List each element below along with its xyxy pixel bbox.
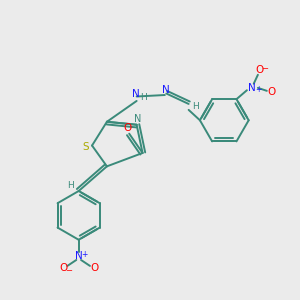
Text: S: S	[82, 142, 89, 152]
Text: N: N	[132, 89, 140, 99]
Text: +: +	[81, 250, 87, 259]
Text: N: N	[134, 114, 142, 124]
Text: N: N	[162, 85, 169, 95]
Text: O: O	[267, 87, 276, 97]
Text: O: O	[124, 123, 132, 133]
Text: O: O	[90, 263, 98, 273]
Text: N: N	[248, 83, 256, 93]
Text: H: H	[140, 94, 146, 103]
Text: H: H	[67, 181, 74, 190]
Text: O: O	[256, 65, 264, 75]
Text: H: H	[192, 102, 199, 111]
Text: O: O	[59, 263, 67, 273]
Text: N: N	[75, 251, 83, 261]
Text: +: +	[255, 85, 261, 94]
Text: −: −	[262, 64, 268, 74]
Text: −: −	[65, 266, 72, 275]
